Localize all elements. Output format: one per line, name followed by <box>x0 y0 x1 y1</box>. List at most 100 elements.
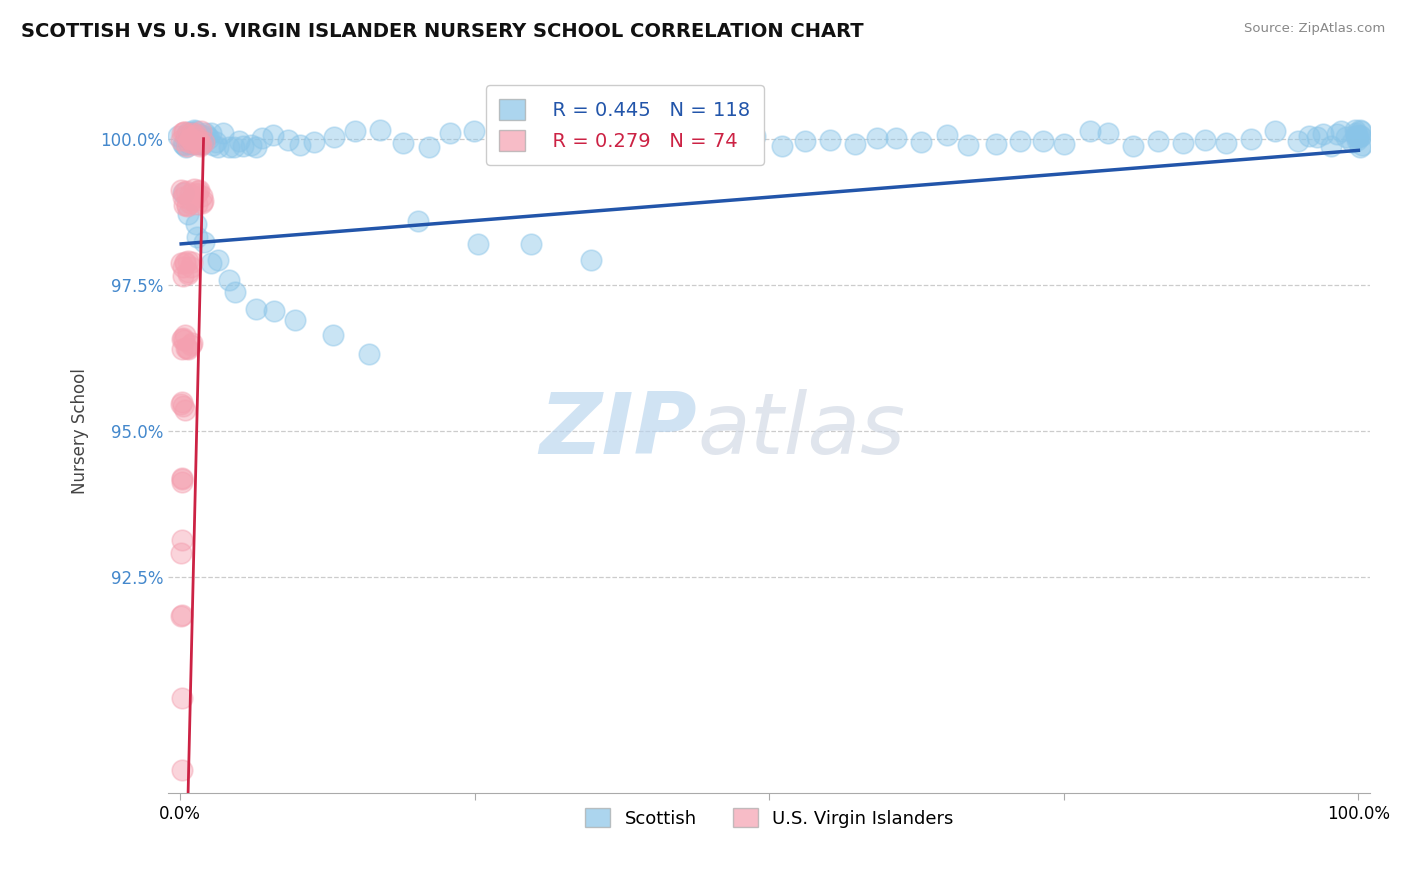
Point <box>176 198 198 212</box>
Point <box>174 185 197 199</box>
Point <box>176 199 198 213</box>
Point <box>284 313 307 327</box>
Point <box>1312 128 1334 142</box>
Point <box>406 214 429 228</box>
Point <box>844 137 866 152</box>
Point <box>170 256 193 270</box>
Point <box>200 256 222 270</box>
Point <box>463 124 485 138</box>
Point <box>1194 132 1216 146</box>
Point <box>1348 129 1371 144</box>
Point <box>179 131 201 145</box>
Text: SCOTTISH VS U.S. VIRGIN ISLANDER NURSERY SCHOOL CORRELATION CHART: SCOTTISH VS U.S. VIRGIN ISLANDER NURSERY… <box>21 22 863 41</box>
Point <box>172 190 194 204</box>
Point <box>537 125 560 139</box>
Point <box>232 139 254 153</box>
Point <box>195 128 218 143</box>
Point <box>1341 136 1364 150</box>
Point <box>193 235 215 250</box>
Point <box>180 338 202 352</box>
Point <box>1350 124 1372 138</box>
Point <box>190 136 212 151</box>
Point <box>190 124 212 138</box>
Point <box>302 135 325 149</box>
Point <box>187 133 209 147</box>
Point <box>186 187 208 202</box>
Point <box>488 132 510 146</box>
Point <box>170 133 193 147</box>
Point <box>793 134 815 148</box>
Point <box>1348 123 1371 137</box>
Point <box>172 126 194 140</box>
Point <box>322 130 344 145</box>
Point <box>177 135 200 149</box>
Point <box>1346 128 1368 143</box>
Point <box>418 140 440 154</box>
Point <box>176 128 198 142</box>
Point <box>173 333 195 347</box>
Point <box>183 128 205 143</box>
Point <box>170 546 193 560</box>
Point <box>986 136 1008 151</box>
Point <box>188 183 211 197</box>
Point <box>262 128 284 143</box>
Point <box>190 136 212 151</box>
Point <box>245 302 267 317</box>
Point <box>1305 130 1327 145</box>
Point <box>1240 131 1263 145</box>
Point <box>218 272 240 286</box>
Point <box>1097 126 1119 140</box>
Point <box>1286 134 1309 148</box>
Point <box>170 608 193 623</box>
Point <box>177 265 200 279</box>
Point <box>172 260 194 274</box>
Y-axis label: Nursery School: Nursery School <box>72 368 89 494</box>
Point <box>252 131 274 145</box>
Point <box>884 131 907 145</box>
Point <box>555 129 578 144</box>
Point <box>172 472 194 486</box>
Point <box>193 135 215 149</box>
Point <box>1298 129 1320 144</box>
Point <box>200 126 222 140</box>
Point <box>184 134 207 148</box>
Point <box>605 140 627 154</box>
Point <box>1344 123 1367 137</box>
Point <box>172 533 194 548</box>
Point <box>188 138 211 153</box>
Point <box>1344 126 1367 140</box>
Point <box>174 130 197 145</box>
Point <box>186 124 208 138</box>
Point <box>170 764 193 778</box>
Point <box>180 335 202 350</box>
Point <box>170 397 193 411</box>
Point <box>910 135 932 149</box>
Point <box>359 346 381 360</box>
Point <box>173 138 195 153</box>
Point <box>181 136 204 151</box>
Point <box>172 332 194 346</box>
Point <box>224 140 246 154</box>
Point <box>1346 133 1368 147</box>
Point <box>172 608 194 623</box>
Point <box>180 127 202 141</box>
Point <box>170 183 193 197</box>
Point <box>172 268 194 283</box>
Point <box>1173 136 1195 151</box>
Point <box>956 137 979 152</box>
Point <box>179 132 201 146</box>
Point <box>176 341 198 355</box>
Point <box>186 127 208 141</box>
Point <box>188 137 211 152</box>
Point <box>170 690 193 705</box>
Legend: Scottish, U.S. Virgin Islanders: Scottish, U.S. Virgin Islanders <box>578 801 960 835</box>
Point <box>183 190 205 204</box>
Point <box>207 253 229 268</box>
Point <box>181 126 204 140</box>
Point <box>167 128 190 143</box>
Point <box>211 126 233 140</box>
Point <box>1347 130 1369 145</box>
Point <box>718 140 741 154</box>
Point <box>1122 138 1144 153</box>
Point <box>177 207 200 221</box>
